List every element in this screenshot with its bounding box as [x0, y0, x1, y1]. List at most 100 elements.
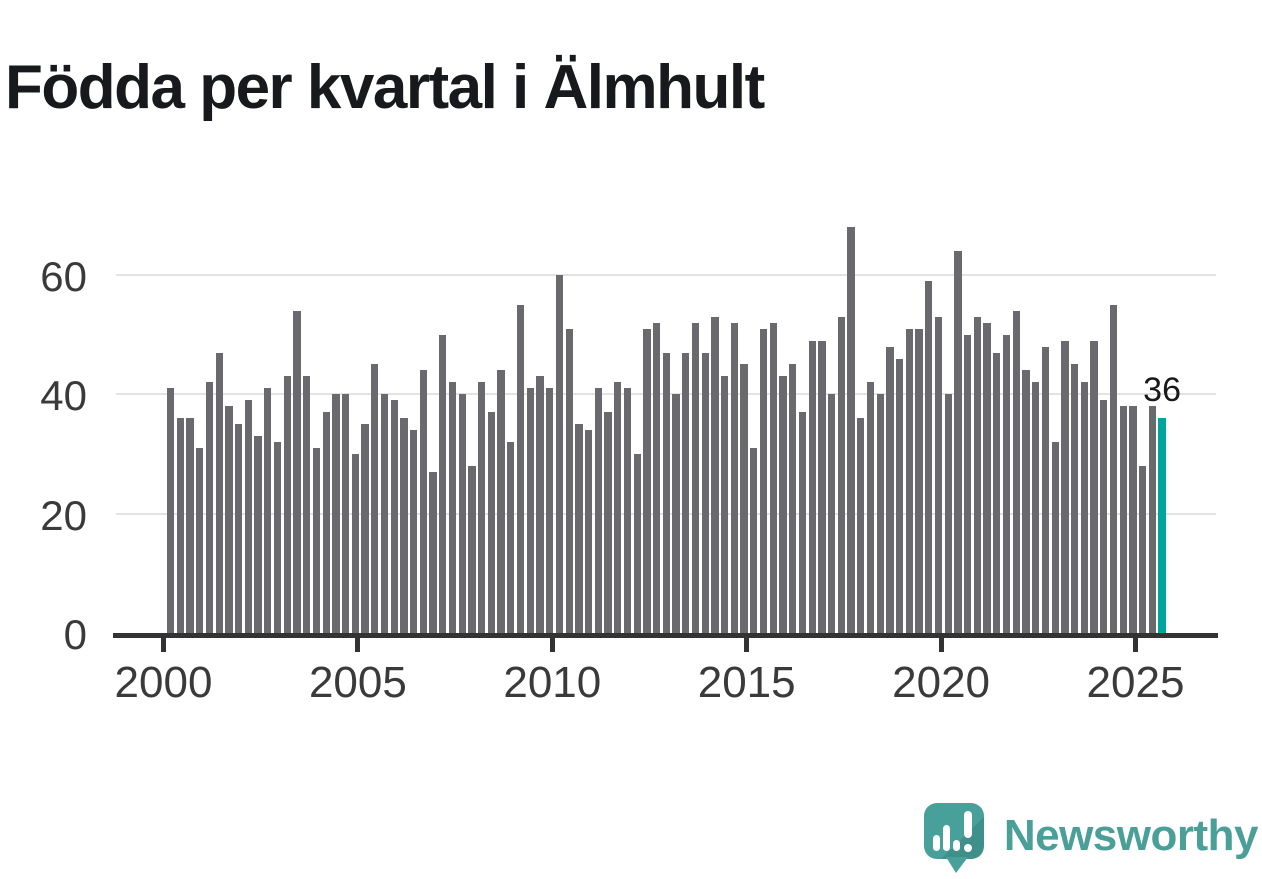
y-axis-label: 0 — [63, 611, 87, 658]
bar — [458, 394, 466, 633]
bar — [380, 394, 389, 633]
bar-highlighted — [1158, 418, 1166, 633]
bar — [934, 317, 943, 633]
bar — [847, 227, 855, 633]
x-axis-tick — [161, 637, 166, 652]
x-axis-label: 2020 — [892, 658, 991, 707]
bar — [439, 335, 447, 633]
bar — [303, 376, 311, 633]
bar — [653, 323, 661, 633]
bar — [633, 454, 641, 633]
bar — [740, 364, 748, 633]
brand-name: Newsworthy — [1003, 811, 1259, 860]
bar — [1148, 406, 1157, 633]
bar — [886, 347, 894, 633]
bar — [623, 388, 632, 633]
bar — [584, 430, 593, 633]
bar — [507, 442, 515, 633]
value-label: 36 — [1143, 371, 1181, 409]
bar — [915, 329, 923, 633]
y-axis-label: 60 — [40, 253, 87, 300]
x-axis-label: 2000 — [114, 658, 213, 707]
bar — [643, 329, 651, 633]
bar — [594, 388, 602, 633]
bar — [837, 317, 845, 633]
bar — [410, 430, 418, 633]
bar — [1022, 370, 1030, 633]
bar — [429, 472, 437, 633]
bar — [1012, 311, 1020, 633]
bar — [487, 412, 496, 633]
bar — [478, 382, 486, 633]
bar — [944, 394, 952, 633]
y-axis-label: 20 — [40, 492, 87, 539]
bar — [964, 335, 972, 633]
bar — [215, 353, 223, 633]
bar — [789, 364, 797, 633]
bar — [662, 353, 671, 633]
bar — [1002, 335, 1011, 633]
page-title: Födda per kvartal i Älmhult — [5, 52, 765, 122]
bar — [351, 454, 359, 633]
bar — [701, 353, 709, 633]
bar — [672, 394, 680, 633]
bar — [1041, 347, 1050, 633]
bar — [497, 370, 505, 633]
bar — [575, 424, 583, 633]
bar — [341, 394, 350, 633]
bar — [264, 388, 272, 633]
bar — [390, 400, 398, 633]
bar — [818, 341, 826, 633]
bar — [205, 382, 214, 633]
bar — [448, 382, 457, 633]
bar — [1100, 400, 1108, 633]
x-axis-tick — [549, 637, 555, 652]
bar — [235, 424, 243, 633]
x-axis-label: 2005 — [308, 658, 407, 707]
bar — [1119, 406, 1127, 633]
bar — [905, 329, 914, 633]
gridline — [116, 274, 1216, 276]
bar — [167, 388, 175, 633]
bar — [1061, 341, 1069, 633]
bar — [254, 436, 262, 633]
bar — [468, 466, 476, 633]
bar — [312, 448, 321, 633]
bar — [565, 329, 573, 633]
bar — [526, 388, 534, 633]
bar — [711, 317, 719, 633]
bar — [555, 275, 564, 633]
bar — [973, 317, 982, 633]
bar — [332, 394, 340, 633]
bar — [750, 448, 758, 633]
bar — [876, 394, 884, 633]
bar — [536, 376, 544, 633]
bar — [1139, 466, 1147, 633]
bar — [759, 329, 768, 633]
bar — [419, 370, 428, 633]
x-axis-label: 2025 — [1086, 658, 1185, 707]
bar — [896, 359, 904, 633]
bar — [176, 418, 185, 633]
bar — [925, 281, 933, 633]
x-axis-tick — [1133, 637, 1138, 652]
bar — [1129, 406, 1137, 633]
bar — [730, 323, 739, 633]
newsworthy-chart-bubble-icon — [923, 803, 984, 873]
bar — [691, 323, 700, 633]
bar — [993, 353, 1001, 633]
bar — [371, 364, 379, 633]
x-axis-label: 2015 — [697, 658, 796, 707]
bar — [322, 412, 330, 633]
bar — [516, 305, 525, 633]
newsworthy-logo: Newsworthy — [921, 799, 1259, 873]
bar — [682, 353, 690, 633]
bar — [225, 406, 233, 633]
bar — [400, 418, 408, 633]
bar — [244, 400, 253, 633]
bar — [1032, 382, 1040, 633]
bar — [604, 412, 612, 633]
bar — [827, 394, 836, 633]
x-axis-tick — [938, 637, 944, 652]
